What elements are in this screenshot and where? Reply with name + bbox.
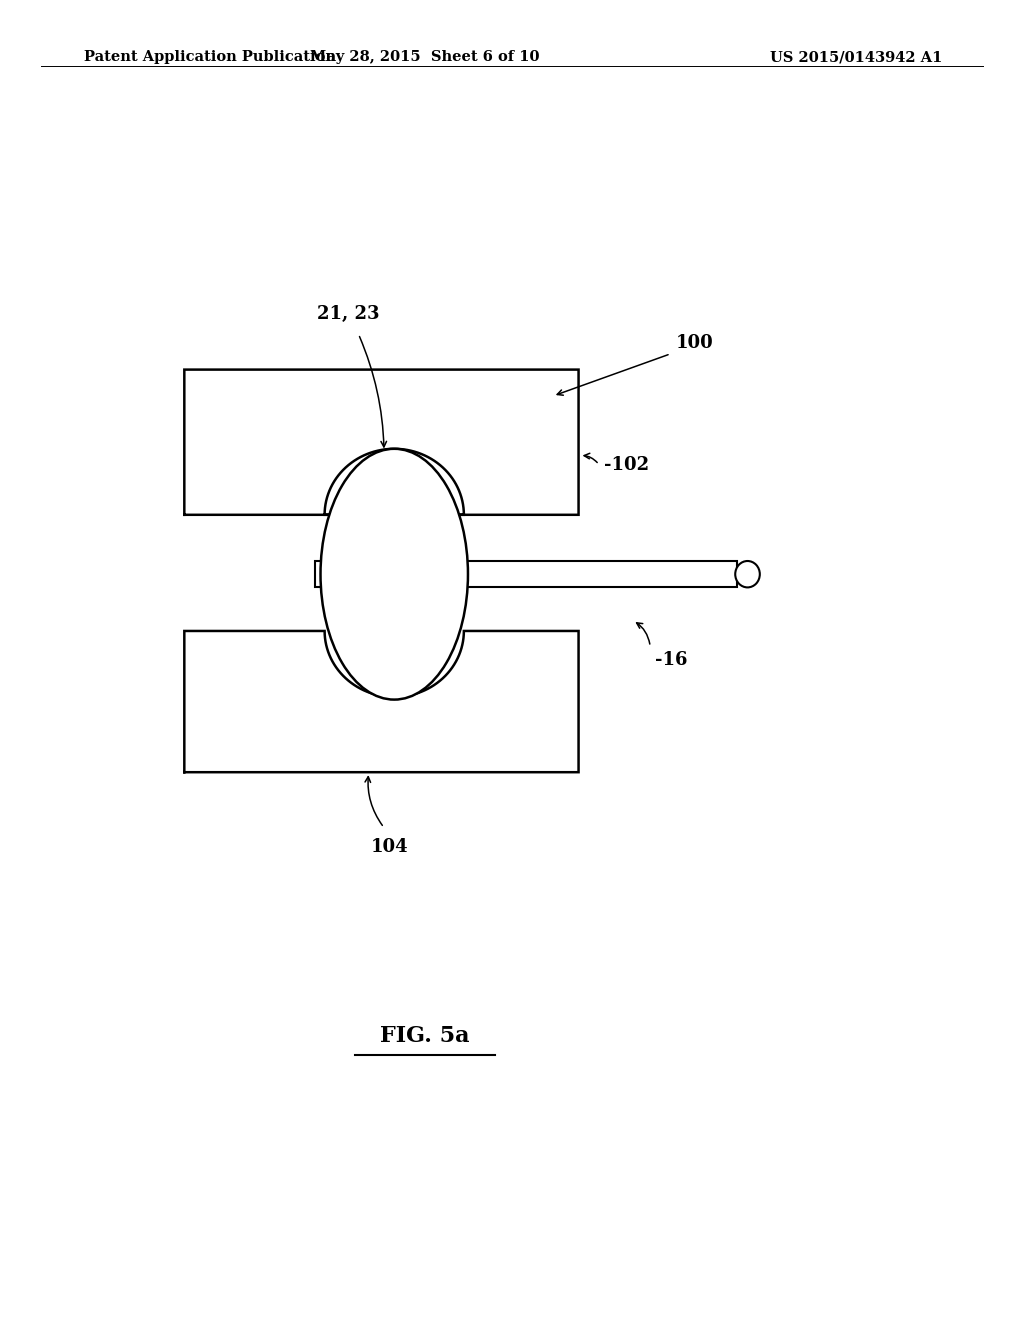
Bar — [466, 561, 737, 587]
Text: US 2015/0143942 A1: US 2015/0143942 A1 — [770, 50, 942, 65]
Bar — [315, 561, 336, 587]
Text: May 28, 2015  Sheet 6 of 10: May 28, 2015 Sheet 6 of 10 — [310, 50, 540, 65]
Text: 100: 100 — [676, 334, 714, 352]
Ellipse shape — [321, 449, 468, 700]
Text: FIG. 5a: FIG. 5a — [380, 1026, 470, 1047]
Ellipse shape — [735, 561, 760, 587]
Text: -102: -102 — [604, 455, 649, 474]
Text: -16: -16 — [655, 651, 688, 669]
Polygon shape — [184, 370, 579, 515]
Text: 21, 23: 21, 23 — [316, 305, 380, 323]
Polygon shape — [184, 631, 579, 772]
Text: 104: 104 — [371, 838, 408, 857]
Text: Patent Application Publication: Patent Application Publication — [84, 50, 336, 65]
